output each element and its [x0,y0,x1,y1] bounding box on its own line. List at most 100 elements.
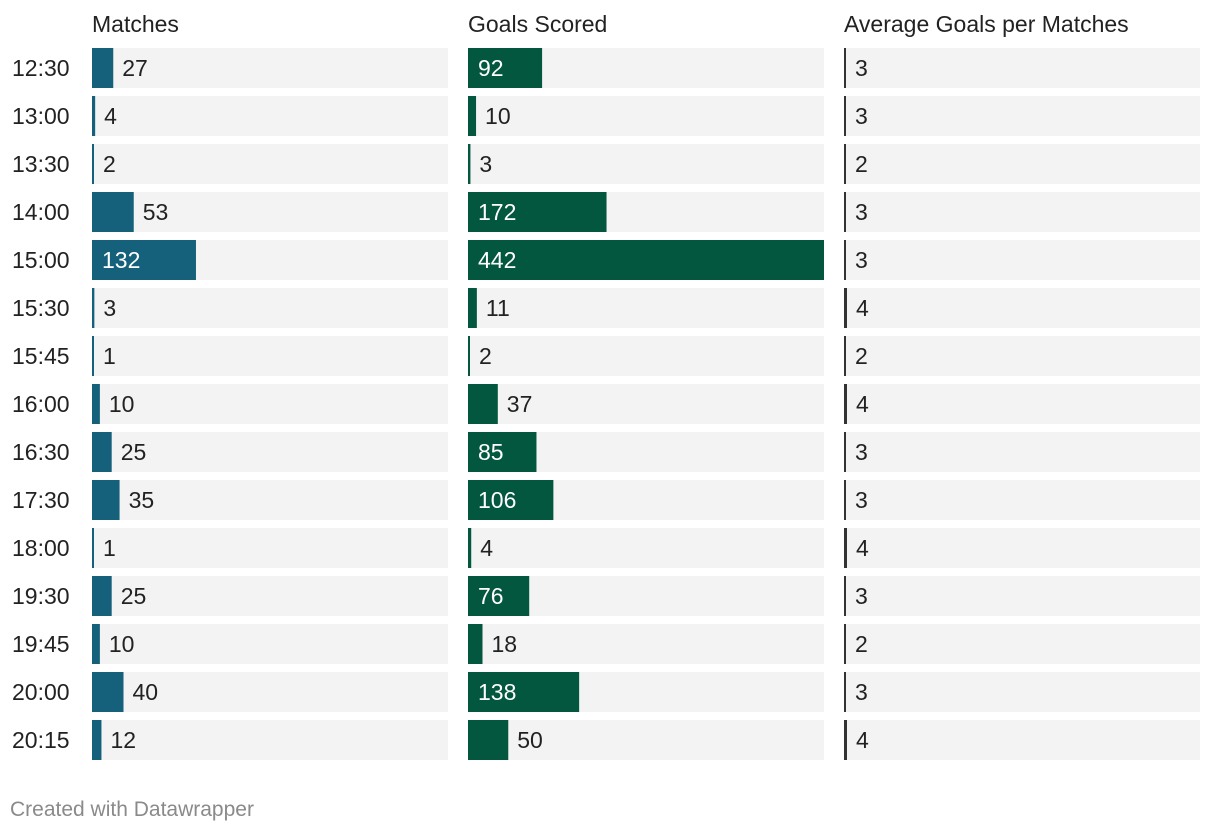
bar-background [844,96,1200,136]
bar [92,720,102,760]
row-label: 12:30 [12,55,70,81]
value-label: 2 [855,343,868,369]
bar [92,576,112,616]
bar [468,432,537,472]
bar [468,720,509,760]
bar [844,240,846,280]
bar-background [844,192,1200,232]
value-label: 37 [507,391,533,417]
bar-background [468,144,824,184]
value-label: 1 [103,343,116,369]
bar [844,480,846,520]
value-label: 4 [856,391,869,417]
bar-background [844,576,1200,616]
value-label: 27 [122,55,148,81]
value-label: 2 [479,343,492,369]
value-label: 172 [478,199,516,225]
value-label: 3 [855,487,868,513]
value-label: 3 [103,295,116,321]
value-label: 1 [103,535,116,561]
value-label: 4 [856,535,869,561]
row-label: 13:00 [12,103,70,129]
bar [468,672,580,712]
bar [92,480,120,520]
bar [468,384,498,424]
bar [844,528,847,568]
row-label: 15:30 [12,295,70,321]
row-label: 15:00 [12,247,70,273]
value-label: 138 [478,679,516,705]
bar-background [468,720,824,760]
bar [844,48,846,88]
bar-background [844,144,1200,184]
bar-background [844,672,1200,712]
bar-background [844,480,1200,520]
column-title: Average Goals per Matches [844,11,1129,37]
bar-background [844,624,1200,664]
value-label: 3 [855,199,868,225]
row-label: 19:30 [12,583,70,609]
footer-credit: Created with Datawrapper [10,798,254,821]
bar-background [844,384,1200,424]
bar [844,144,846,184]
bar [92,240,196,280]
value-label: 11 [486,295,510,321]
bar [92,528,94,568]
bar-background [92,720,448,760]
row-label: 14:00 [12,199,70,225]
bar [468,288,477,328]
bar [468,480,554,520]
value-label: 3 [855,679,868,705]
bar-background [468,384,824,424]
bar-background [468,288,824,328]
bar [468,576,530,616]
bar [468,192,607,232]
bar [844,192,846,232]
bar [92,288,95,328]
value-label: 2 [855,151,868,177]
value-label: 40 [133,679,159,705]
bar [844,576,846,616]
bar-background [92,96,448,136]
bar [844,720,847,760]
bar-background [92,288,448,328]
bar-background [92,528,448,568]
row-label: 13:30 [12,151,70,177]
bar [468,240,824,280]
row-label: 17:30 [12,487,70,513]
bar [844,384,847,424]
bar-background [844,720,1200,760]
value-label: 4 [480,535,493,561]
bar [92,336,94,376]
value-label: 10 [109,631,135,657]
bar [92,384,100,424]
column-title: Goals Scored [468,11,607,37]
value-label: 92 [478,55,504,81]
bar [92,96,96,136]
value-label: 25 [121,439,147,465]
bar-background [92,672,448,712]
value-label: 18 [491,631,517,657]
bar [844,336,846,376]
value-label: 10 [109,391,135,417]
bar-background [92,480,448,520]
column-title: Matches [92,11,179,37]
bar [92,672,124,712]
value-label: 132 [102,247,140,273]
value-label: 76 [478,583,504,609]
value-label: 50 [517,727,543,753]
row-label: 20:15 [12,727,70,753]
value-label: 12 [110,727,136,753]
bar-background [844,48,1200,88]
bar-background [844,240,1200,280]
value-label: 3 [855,103,868,129]
bar [468,48,543,88]
bar [844,288,847,328]
value-label: 10 [485,103,511,129]
bar [92,624,100,664]
bar-background [468,624,824,664]
bar-background [468,336,824,376]
value-label: 3 [855,583,868,609]
row-label: 16:00 [12,391,70,417]
bar-background [844,336,1200,376]
